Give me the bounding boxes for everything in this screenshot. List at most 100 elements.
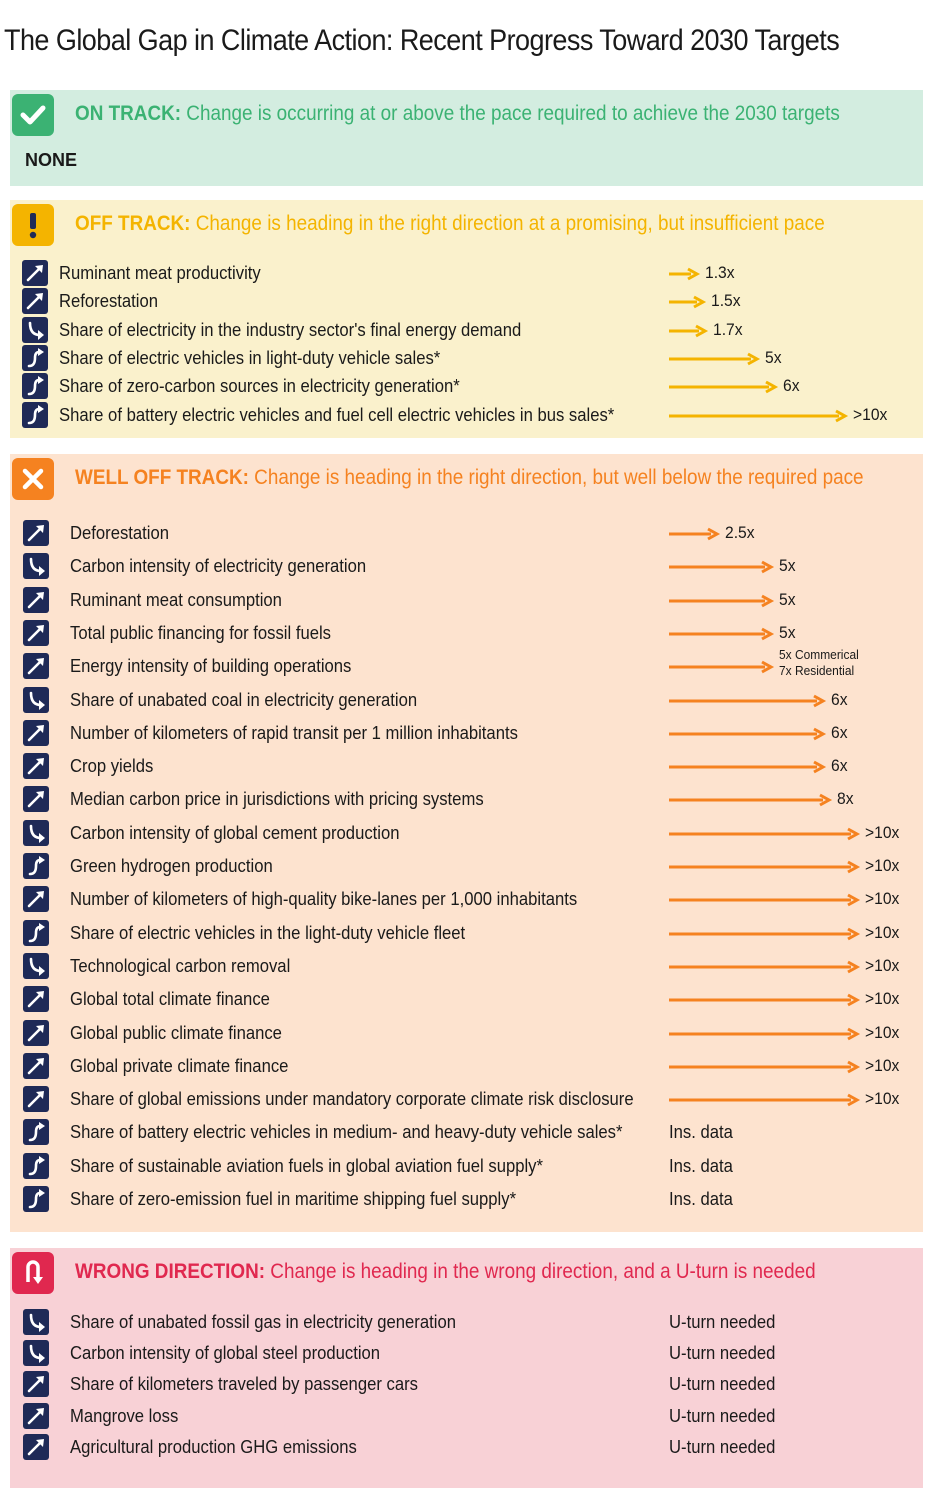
indicator-label: Agricultural production GHG emissions xyxy=(70,1435,357,1457)
arrow-head xyxy=(819,794,833,807)
progress-arrow xyxy=(669,260,701,288)
status-text: U-turn needed xyxy=(669,1342,776,1364)
indicator-row: Share of unabated coal in electricity ge… xyxy=(10,686,923,715)
s-curve-icon xyxy=(23,1152,49,1179)
arrow-head xyxy=(695,324,709,337)
arrow-head xyxy=(747,352,761,366)
curve-down-icon xyxy=(23,686,49,713)
indicator-row: Global total climate finance >10x xyxy=(10,986,923,1014)
indicator-label: Mangrove loss xyxy=(70,1404,179,1426)
indicator-row: Energy intensity of building operations 5… xyxy=(10,647,923,681)
indicator-row: Median carbon price in jurisdictions wit… xyxy=(10,786,923,814)
indicator-label: Carbon intensity of electricity generati… xyxy=(70,555,367,577)
curve-down-icon xyxy=(23,553,49,580)
indicator-row: Ruminant meat productivity 1.3x xyxy=(10,260,923,288)
multiplier-line: 5x Commerical xyxy=(779,647,859,663)
progress-arrow xyxy=(669,653,775,681)
status-text: U-turn needed xyxy=(669,1404,776,1426)
section-label: WELL OFF TRACK: xyxy=(75,466,249,489)
exclamation-icon xyxy=(29,213,37,239)
arrow-head xyxy=(847,927,861,940)
arrow-head xyxy=(835,409,849,422)
section-description: Change is occurring at or above the pace… xyxy=(186,102,840,125)
indicator-label: Median carbon price in jurisdictions wit… xyxy=(70,788,484,810)
progress-arrow xyxy=(669,317,709,345)
indicator-label: Ruminant meat productivity xyxy=(59,262,261,283)
progress-arrow xyxy=(669,694,827,707)
u-turn-icon xyxy=(26,1260,43,1284)
indicator-row: Ruminant meat consumption 5x xyxy=(10,586,923,615)
indicator-row: Share of electricity in the industry sec… xyxy=(10,316,923,345)
indicator-label: Number of kilometers of rapid transit pe… xyxy=(70,721,518,743)
arrow-head xyxy=(761,560,775,574)
progress-arrow xyxy=(669,920,861,948)
indicator-label: Total public financing for fossil fuels xyxy=(70,621,331,643)
indicator-label: Global public climate finance xyxy=(70,1021,282,1043)
indicator-row: Share of unabated fossil gas in electric… xyxy=(10,1309,923,1337)
multiplier-value: 5x xyxy=(779,556,796,576)
arrow-head xyxy=(847,1093,861,1107)
u-turn-badge xyxy=(12,1252,54,1294)
indicator-row: Crop yields 6x xyxy=(10,753,923,781)
multiplier-value: 6x xyxy=(831,722,848,742)
section-on-track: ON TRACK: Change is occurring at or abov… xyxy=(10,90,923,186)
section-description: Change is heading in the right direction… xyxy=(254,466,864,489)
progress-arrow xyxy=(669,520,721,548)
arrow-head xyxy=(813,727,827,741)
indicator-label: Share of zero-carbon sources in electric… xyxy=(59,375,460,397)
curve-down-icon xyxy=(23,952,49,979)
arrow-up-right-icon xyxy=(23,719,49,746)
multiplier-value: 1.5x xyxy=(711,291,741,311)
indicator-row: Green hydrogen production >10x xyxy=(10,853,923,881)
arrow-head xyxy=(847,1027,861,1040)
progress-arrow xyxy=(669,893,861,907)
indicator-row: Share of electric vehicles in light-duty… xyxy=(10,344,923,373)
curve-down-icon xyxy=(23,1309,49,1335)
progress-arrow xyxy=(669,1020,861,1048)
arrow-head xyxy=(847,1060,861,1074)
indicator-label: Green hydrogen production xyxy=(70,855,273,876)
section-heading: WRONG DIRECTION: Change is heading in th… xyxy=(75,1260,816,1284)
progress-arrow xyxy=(669,345,761,373)
section-heading: ON TRACK: Change is occurring at or abov… xyxy=(75,102,840,126)
indicator-label: Share of battery electric vehicles in me… xyxy=(70,1121,623,1143)
none-label: NONE xyxy=(25,150,78,170)
indicator-row: Share of sustainable aviation fuels in g… xyxy=(10,1152,923,1181)
indicator-row: Carbon intensity of global cement produc… xyxy=(10,819,923,848)
multiplier-value: 5x xyxy=(779,622,796,642)
arrow-head xyxy=(847,993,861,1007)
arrow-head xyxy=(847,827,861,840)
multiplier-value: 8x xyxy=(837,789,854,809)
section-description: Change is heading in the right direction… xyxy=(195,212,825,235)
progress-arrow xyxy=(669,527,721,541)
progress-arrow xyxy=(669,267,701,281)
multiplier-value: >10x xyxy=(865,989,900,1009)
indicator-label: Share of zero-emission fuel in maritime … xyxy=(70,1188,517,1209)
multiplier-value: 1.3x xyxy=(705,263,735,282)
arrow-head xyxy=(761,627,775,641)
status-text: Ins. data xyxy=(669,1121,733,1143)
indicator-row: Share of zero-emission fuel in maritime … xyxy=(10,1186,923,1214)
indicator-label: Number of kilometers of high-quality bik… xyxy=(70,888,578,910)
section-label: ON TRACK: xyxy=(75,102,182,125)
s-curve-icon xyxy=(23,1119,49,1146)
progress-arrow xyxy=(669,553,775,581)
page-title: The Global Gap in Climate Action: Recent… xyxy=(4,24,840,57)
status-text: U-turn needed xyxy=(669,1373,776,1395)
progress-arrow xyxy=(669,820,861,848)
s-curve-icon xyxy=(22,373,48,400)
multiplier-value: 5x xyxy=(765,347,782,367)
progress-arrow xyxy=(669,853,861,881)
status-text: Ins. data xyxy=(669,1188,733,1209)
multiplier-value: >10x xyxy=(865,922,900,942)
indicator-row: Share of battery electric vehicles and f… xyxy=(10,401,923,430)
progress-arrow xyxy=(669,1053,861,1081)
progress-arrow xyxy=(669,993,861,1007)
arrow-up-right-icon xyxy=(22,288,48,315)
arrow-up-right-icon xyxy=(23,753,49,780)
indicator-row: Total public financing for fossil fuels 5… xyxy=(10,619,923,648)
section-label: OFF TRACK: xyxy=(75,212,191,235)
multiplier-value: >10x xyxy=(853,404,888,424)
s-curve-icon xyxy=(22,344,48,371)
multiplier-line: 7x Residential xyxy=(779,663,855,679)
